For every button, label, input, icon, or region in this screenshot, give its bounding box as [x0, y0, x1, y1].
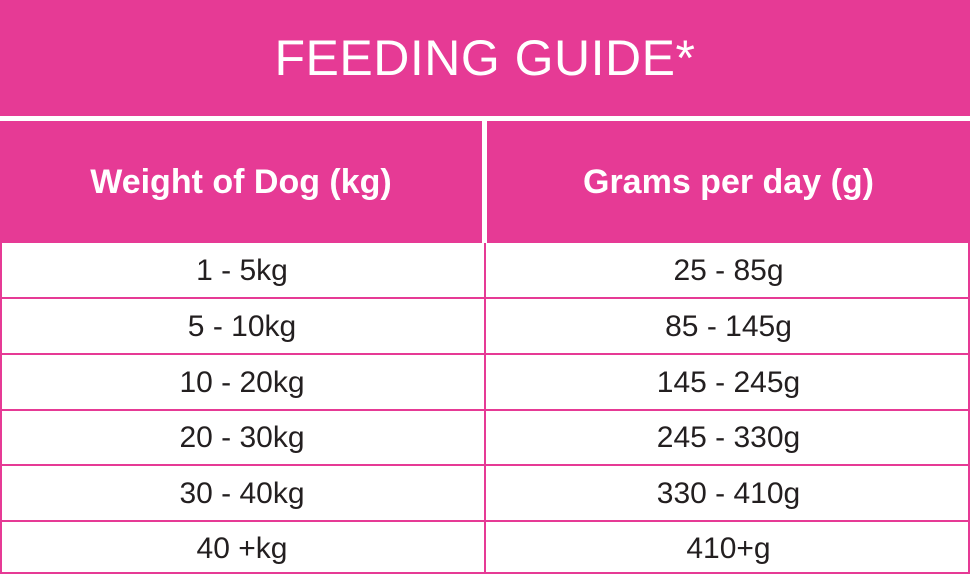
table-row: 30 - 40kg 330 - 410g — [0, 466, 970, 521]
column-divider — [484, 243, 486, 574]
bottom-border — [0, 572, 970, 574]
header-divider — [482, 121, 487, 243]
weight-cell: 5 - 10kg — [187, 309, 297, 343]
weight-cell: 1 - 5kg — [196, 253, 288, 287]
weight-cell: 10 - 20kg — [179, 365, 305, 399]
table-title: FEEDING GUIDE* — [274, 30, 696, 86]
grams-cell: 145 - 245g — [656, 365, 801, 399]
table-row: 10 - 20kg 145 - 245g — [0, 355, 970, 410]
table-row: 5 - 10kg 85 - 145g — [0, 299, 970, 354]
grams-cell: 330 - 410g — [656, 476, 801, 510]
grams-cell: 85 - 145g — [665, 309, 792, 343]
header-grams: Grams per day (g) — [583, 162, 874, 201]
table-row: 1 - 5kg 25 - 85g — [0, 243, 970, 298]
title-bar: FEEDING GUIDE* — [0, 0, 970, 116]
grams-cell: 25 - 85g — [673, 253, 784, 287]
table-row: 20 - 30kg 245 - 330g — [0, 410, 970, 465]
grams-cell: 410+g — [686, 531, 771, 565]
left-border — [0, 243, 2, 574]
right-border — [968, 243, 970, 574]
header-row: Weight of Dog (kg) Grams per day (g) — [0, 121, 970, 243]
header-weight: Weight of Dog (kg) — [90, 162, 392, 201]
weight-cell: 20 - 30kg — [179, 420, 305, 454]
table-row: 40 +kg 410+g — [0, 521, 970, 576]
weight-cell: 40 +kg — [196, 531, 288, 565]
weight-cell: 30 - 40kg — [179, 476, 305, 510]
grams-cell: 245 - 330g — [656, 420, 801, 454]
